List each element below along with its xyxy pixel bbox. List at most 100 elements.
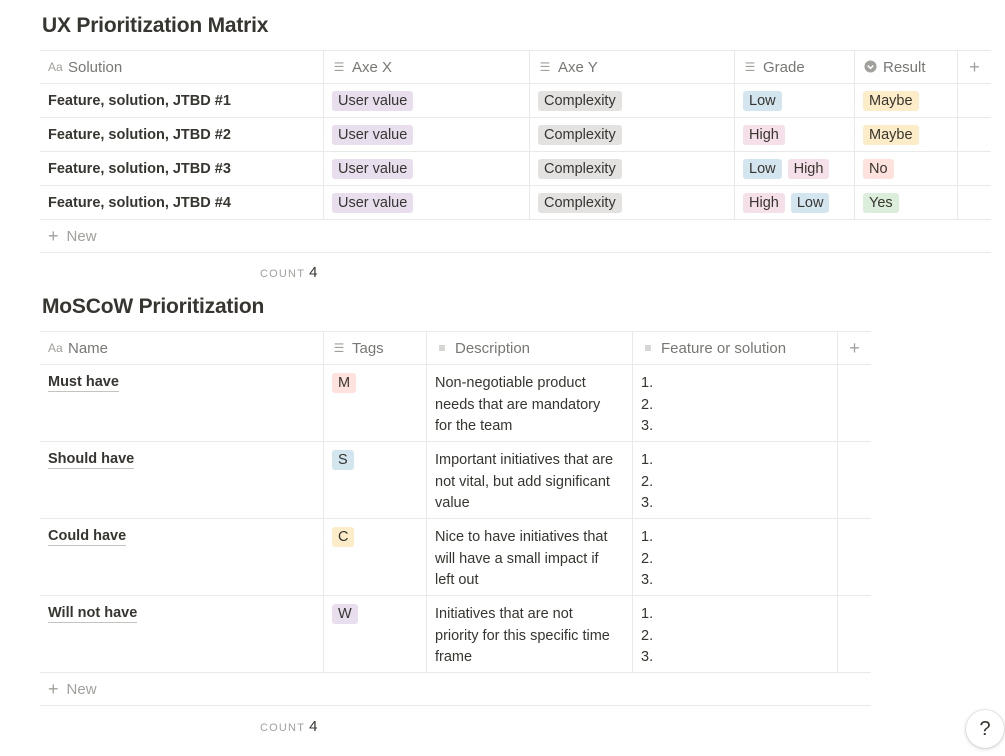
column-header-tags[interactable]: ☰ Tags — [324, 332, 427, 364]
column-header-axe-x[interactable]: ☰ Axe X — [324, 51, 530, 83]
column-header-result[interactable]: Result — [855, 51, 958, 83]
solution-cell[interactable]: Feature, solution, JTBD #4 — [40, 186, 324, 219]
tag: Complexity — [538, 90, 622, 111]
tag: Low — [743, 90, 782, 111]
empty-cell — [958, 84, 991, 117]
add-property-button[interactable]: + — [838, 332, 871, 364]
tag: S — [332, 450, 354, 470]
column-header-name[interactable]: Aa Name — [40, 332, 324, 364]
plus-icon: + — [849, 337, 860, 358]
empty-cell — [838, 519, 871, 595]
tag: C — [332, 527, 355, 547]
result-cell[interactable]: Maybe — [855, 84, 958, 117]
description-cell[interactable]: Nice to have initiatives that will have … — [427, 519, 633, 595]
feature-cell[interactable]: 1. 2. 3. — [633, 442, 838, 518]
column-header-grade[interactable]: ☰ Grade — [735, 51, 855, 83]
matrix-title: UX Prioritization Matrix — [42, 14, 269, 37]
list-icon: ☰ — [333, 60, 345, 74]
tag: User value — [332, 90, 414, 111]
text-lines-icon: ≡ — [438, 341, 446, 355]
axe-y-cell[interactable]: Complexity — [530, 186, 735, 219]
tags-cell[interactable]: W — [324, 596, 427, 672]
tag: User value — [332, 192, 414, 213]
list-icon: ☰ — [744, 60, 756, 74]
axe-x-cell[interactable]: User value — [324, 186, 530, 219]
tag: Yes — [863, 192, 899, 213]
feature-cell[interactable]: 1. 2. 3. — [633, 519, 838, 595]
list-icon: ☰ — [539, 60, 551, 74]
column-header-feature[interactable]: ≡ Feature or solution — [633, 332, 838, 364]
tag: High — [743, 124, 785, 145]
description-cell[interactable]: Non-negotiable product needs that are ma… — [427, 365, 633, 441]
result-cell[interactable]: Maybe — [855, 118, 958, 151]
moscow-header-row: Aa Name ☰ Tags ≡ Description ≡ Feature o… — [40, 331, 871, 365]
tag: Low — [743, 158, 782, 179]
axe-y-cell[interactable]: Complexity — [530, 118, 735, 151]
grade-cell[interactable]: Low High — [735, 152, 855, 185]
tags-cell[interactable]: C — [324, 519, 427, 595]
table-row[interactable]: Feature, solution, JTBD #1 User value Co… — [40, 84, 991, 118]
moscow-table: Aa Name ☰ Tags ≡ Description ≡ Feature o… — [40, 331, 871, 706]
tag: M — [332, 373, 357, 393]
table-row[interactable]: Should have S Important initiatives that… — [40, 442, 871, 519]
table-row[interactable]: Feature, solution, JTBD #3 User value Co… — [40, 152, 991, 186]
add-property-button[interactable]: + — [958, 51, 991, 83]
question-icon: ? — [979, 717, 991, 740]
column-header-solution[interactable]: Aa Solution — [40, 51, 324, 83]
axe-x-cell[interactable]: User value — [324, 152, 530, 185]
tags-cell[interactable]: M — [324, 365, 427, 441]
tag: High — [743, 192, 785, 213]
plus-icon: + — [48, 678, 59, 699]
name-cell[interactable]: Must have — [40, 365, 324, 441]
description-cell[interactable]: Initiatives that are not priority for th… — [427, 596, 633, 672]
grade-cell[interactable]: High Low — [735, 186, 855, 219]
solution-cell[interactable]: Feature, solution, JTBD #1 — [40, 84, 324, 117]
grade-cell[interactable]: Low — [735, 84, 855, 117]
empty-cell — [838, 365, 871, 441]
table-row[interactable]: Feature, solution, JTBD #2 User value Co… — [40, 118, 991, 152]
table-row[interactable]: Must have M Non-negotiable product needs… — [40, 365, 871, 442]
title-property-icon: Aa — [48, 60, 63, 74]
name-cell[interactable]: Will not have — [40, 596, 324, 672]
feature-cell[interactable]: 1. 2. 3. — [633, 365, 838, 441]
tag: User value — [332, 158, 414, 179]
title-property-icon: Aa — [48, 341, 63, 355]
empty-cell — [958, 186, 991, 219]
axe-y-cell[interactable]: Complexity — [530, 152, 735, 185]
axe-x-cell[interactable]: User value — [324, 118, 530, 151]
tag: W — [332, 604, 358, 624]
axe-x-cell[interactable]: User value — [324, 84, 530, 117]
table-row[interactable]: Will not have W Initiatives that are not… — [40, 596, 871, 673]
text-lines-icon: ≡ — [644, 341, 652, 355]
column-header-axe-y[interactable]: ☰ Axe Y — [530, 51, 735, 83]
tag: User value — [332, 124, 414, 145]
axe-y-cell[interactable]: Complexity — [530, 84, 735, 117]
help-button[interactable]: ? — [966, 710, 1004, 748]
result-cell[interactable]: Yes — [855, 186, 958, 219]
new-row-button[interactable]: + New — [40, 220, 991, 253]
tag: Maybe — [863, 124, 919, 145]
name-cell[interactable]: Should have — [40, 442, 324, 518]
solution-cell[interactable]: Feature, solution, JTBD #2 — [40, 118, 324, 151]
column-header-description[interactable]: ≡ Description — [427, 332, 633, 364]
tag: Complexity — [538, 124, 622, 145]
result-cell[interactable]: No — [855, 152, 958, 185]
feature-cell[interactable]: 1. 2. 3. — [633, 596, 838, 672]
matrix-header-row: Aa Solution ☰ Axe X ☰ Axe Y ☰ Grade Resu… — [40, 50, 991, 84]
grade-cell[interactable]: High — [735, 118, 855, 151]
new-row-button[interactable]: + New — [40, 673, 871, 706]
table-row[interactable]: Could have C Nice to have initiatives th… — [40, 519, 871, 596]
empty-cell — [958, 118, 991, 151]
tags-cell[interactable]: S — [324, 442, 427, 518]
tag: Maybe — [863, 90, 919, 111]
name-cell[interactable]: Could have — [40, 519, 324, 595]
moscow-count[interactable]: COUNT 4 — [260, 718, 318, 735]
moscow-title: MoSCoW Prioritization — [42, 295, 265, 318]
tag: No — [863, 158, 894, 179]
tag: Complexity — [538, 158, 622, 179]
description-cell[interactable]: Important initiatives that are not vital… — [427, 442, 633, 518]
plus-icon: + — [48, 225, 59, 246]
table-row[interactable]: Feature, solution, JTBD #4 User value Co… — [40, 186, 991, 220]
solution-cell[interactable]: Feature, solution, JTBD #3 — [40, 152, 324, 185]
matrix-count[interactable]: COUNT 4 — [260, 264, 318, 281]
